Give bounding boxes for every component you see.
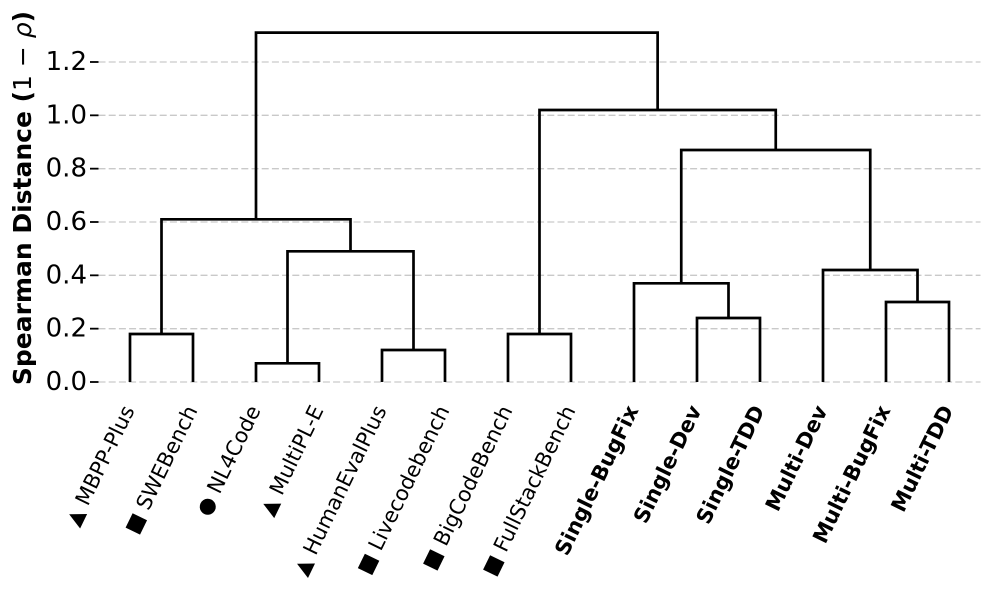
merge-link-16 [128, 332, 195, 382]
y-tick-label-0.4: 0.4 [46, 260, 87, 290]
merge-link-15 [380, 348, 447, 382]
y-axis-title: Spearman Distance (1 − ρ) [8, 11, 37, 385]
merge-link-14 [254, 361, 321, 382]
merge-link-24 [679, 148, 872, 284]
y-axis-title-text: Spearman Distance ( [8, 91, 37, 385]
y-tick-label-0.6: 0.6 [46, 207, 87, 237]
y-tick-label-1.2: 1.2 [46, 47, 87, 77]
merge-link-17 [506, 332, 573, 382]
x-axis-labels: ▲ MBPP-Plus■ SWEBench● NL4Code▲ MultiPL-… [61, 401, 959, 579]
y-tick-label-0.0: 0.0 [46, 367, 87, 397]
x-label-multipl-e: ▲ MultiPL-E [255, 402, 329, 519]
x-label-single-tdd: Single-TDD [692, 402, 770, 528]
y-axis-title-math-number: 1 − [8, 38, 37, 91]
x-label-nl4code: ● NL4Code [192, 402, 266, 520]
y-tick-label-1.0: 1.0 [46, 100, 87, 130]
merge-link-25 [538, 108, 778, 334]
x-label-multi-tdd: Multi-TDD [886, 402, 958, 516]
merge-link-26 [254, 31, 659, 220]
merge-link-21 [821, 268, 919, 382]
y-tick-label-0.8: 0.8 [46, 154, 87, 184]
merge-link-22 [286, 249, 415, 364]
y-tick-label-0.2: 0.2 [46, 314, 87, 344]
merge-link-20 [632, 281, 730, 382]
y-axis-title-rho-symbol: ρ [8, 22, 37, 38]
merge-link-18 [695, 316, 762, 382]
y-axis-title-close-paren: ) [8, 11, 37, 22]
merge-link-23 [160, 217, 352, 334]
x-label-multi-dev: Multi-Dev [761, 401, 833, 515]
dendrogram-links [128, 31, 951, 382]
merge-link-19 [884, 300, 951, 382]
y-axis-ticks: 0.0 0.2 0.4 0.6 0.8 1.0 1.2 [46, 47, 99, 397]
